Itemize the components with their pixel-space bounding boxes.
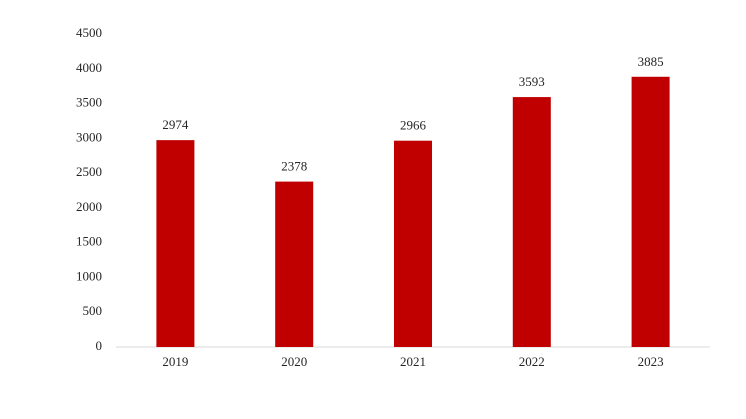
y-tick-label: 500 bbox=[83, 303, 103, 318]
data-label: 3593 bbox=[519, 74, 545, 89]
y-tick-label: 3500 bbox=[76, 95, 102, 110]
y-tick-label: 2500 bbox=[76, 164, 102, 179]
y-tick-label: 0 bbox=[96, 338, 103, 353]
x-tick-label: 2020 bbox=[281, 354, 307, 369]
x-tick-label: 2022 bbox=[519, 354, 545, 369]
x-tick-label: 2019 bbox=[162, 354, 188, 369]
bar bbox=[631, 76, 670, 347]
y-tick-label: 3000 bbox=[76, 129, 102, 144]
bar bbox=[393, 140, 433, 347]
y-tick-label: 2000 bbox=[76, 199, 102, 214]
y-tick-label: 1000 bbox=[76, 268, 102, 283]
y-tick-label: 1500 bbox=[76, 234, 102, 249]
x-tick-label: 2023 bbox=[638, 354, 664, 369]
data-label: 2966 bbox=[400, 118, 427, 133]
data-label: 3885 bbox=[638, 54, 664, 69]
data-label: 2378 bbox=[281, 159, 307, 174]
bar bbox=[512, 97, 551, 348]
y-tick-label: 4000 bbox=[76, 60, 102, 75]
x-tick-label: 2021 bbox=[400, 354, 426, 369]
data-label: 2974 bbox=[162, 117, 189, 132]
bar bbox=[156, 140, 195, 347]
bar bbox=[275, 181, 314, 347]
y-tick-label: 4500 bbox=[76, 25, 102, 40]
